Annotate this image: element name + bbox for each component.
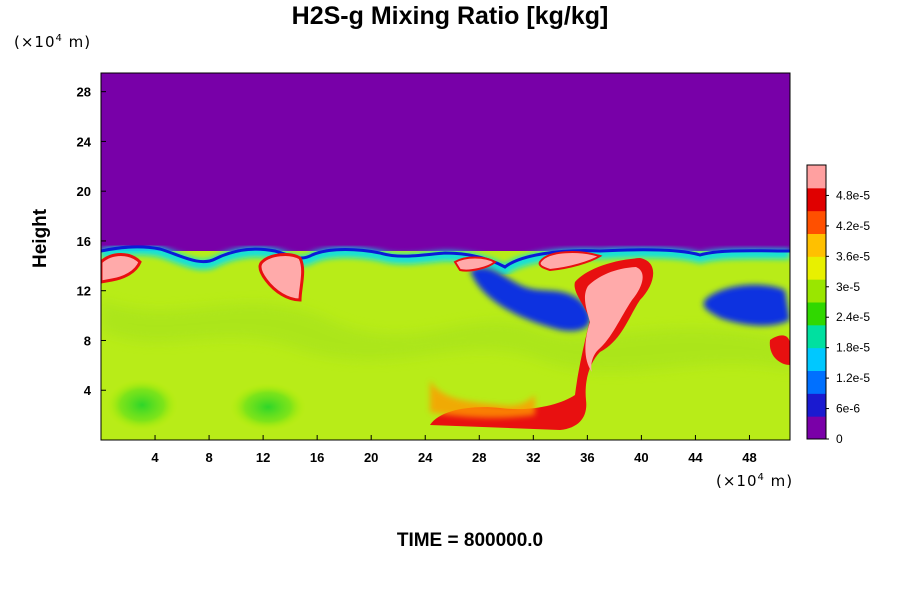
colorbar-tick-label: 2.4e-5 bbox=[836, 310, 870, 324]
x-tick-label: 48 bbox=[742, 450, 756, 465]
colorbar-tick-label: 6e-6 bbox=[836, 402, 860, 416]
x-tick-label: 12 bbox=[256, 450, 270, 465]
y-tick-label: 12 bbox=[77, 284, 91, 299]
field-plume-ground-orange bbox=[430, 380, 535, 418]
x-tick-label: 40 bbox=[634, 450, 648, 465]
x-axis-ticks: 4 8 12 16 20 24 28 32 36 40 44 48 bbox=[151, 435, 757, 465]
colorbar-tick-label: 1.2e-5 bbox=[836, 371, 870, 385]
colorbar-tick-label: 4.2e-5 bbox=[836, 219, 870, 233]
field-interface-glow bbox=[101, 244, 790, 276]
colorbar-tick-label: 1.8e-5 bbox=[836, 341, 870, 355]
colorbar-swatches bbox=[807, 165, 826, 440]
colorbar-tick-label: 3e-5 bbox=[836, 280, 860, 294]
field-upper-region bbox=[101, 73, 790, 251]
colorbar-tick-label: 4.8e-5 bbox=[836, 188, 870, 202]
x-tick-label: 20 bbox=[364, 450, 378, 465]
x-tick-label: 4 bbox=[151, 450, 159, 465]
field-blue-eddy-right bbox=[703, 284, 790, 326]
field-plume-right-edge bbox=[769, 335, 790, 365]
colorbar-swatch bbox=[807, 279, 826, 303]
field-green-blob-left bbox=[106, 379, 178, 431]
colorbar-labels: 0 6e-6 1.2e-5 1.8e-5 2.4e-5 3e-5 3.6e-5 4.2e-5 4… bbox=[826, 188, 870, 446]
colorbar-swatch bbox=[807, 256, 826, 280]
colorbar-swatch bbox=[807, 165, 826, 189]
colorbar-tick-label: 3.6e-5 bbox=[836, 249, 870, 263]
chart-title: H2S-g Mixing Ratio [kg/kg] bbox=[291, 2, 609, 30]
field-plume-edge-left bbox=[101, 253, 142, 284]
colorbar-swatch bbox=[807, 210, 826, 234]
field-plume-top-pink bbox=[538, 251, 603, 272]
colorbar-swatch bbox=[807, 370, 826, 394]
x-tick-label: 32 bbox=[526, 450, 540, 465]
field-texture-bands bbox=[101, 300, 790, 372]
y-tick-label: 4 bbox=[84, 383, 92, 398]
x-tick-label: 24 bbox=[418, 450, 433, 465]
x-tick-label: 44 bbox=[688, 450, 703, 465]
field-plume-left-red bbox=[258, 253, 305, 302]
y-axis-unit: (×104 m) bbox=[14, 33, 92, 51]
heatmap-field bbox=[101, 73, 790, 440]
y-tick-label: 16 bbox=[77, 234, 91, 249]
time-label: TIME = 800000.0 bbox=[396, 530, 544, 551]
y-axis-ticks: 4 8 12 16 20 24 28 bbox=[77, 85, 106, 398]
x-tick-label: 8 bbox=[205, 450, 212, 465]
y-tick-label: 24 bbox=[77, 134, 92, 149]
colorbar-swatch bbox=[807, 233, 826, 257]
x-axis-unit: (×104 m) bbox=[716, 472, 794, 490]
colorbar-swatch bbox=[807, 302, 826, 326]
field-blue-eddy-center bbox=[470, 267, 591, 331]
colorbar-tick-label: 0 bbox=[836, 432, 843, 446]
x-tick-label: 36 bbox=[580, 450, 594, 465]
x-tick-label: 16 bbox=[310, 450, 324, 465]
x-tick-label: 28 bbox=[472, 450, 486, 465]
plot-frame bbox=[100, 72, 791, 441]
colorbar-swatch bbox=[807, 324, 826, 349]
colorbar-swatch bbox=[807, 393, 826, 417]
colorbar-swatch bbox=[807, 416, 826, 440]
field-plume-small bbox=[453, 256, 497, 272]
colorbar-frame bbox=[806, 164, 827, 440]
colorbar-swatch bbox=[807, 187, 826, 212]
field-plume-main-pink bbox=[584, 267, 643, 372]
colorbar: 0 6e-6 1.2e-5 1.8e-5 2.4e-5 3e-5 3.6e-5 4.2e-5 4… bbox=[806, 164, 870, 446]
y-tick-label: 8 bbox=[84, 333, 91, 348]
y-tick-label: 28 bbox=[77, 85, 91, 100]
colorbar-swatch bbox=[807, 347, 826, 371]
y-tick-label: 20 bbox=[77, 184, 91, 199]
field-interface-blue bbox=[101, 245, 790, 269]
field-green-blob-center bbox=[230, 383, 306, 431]
